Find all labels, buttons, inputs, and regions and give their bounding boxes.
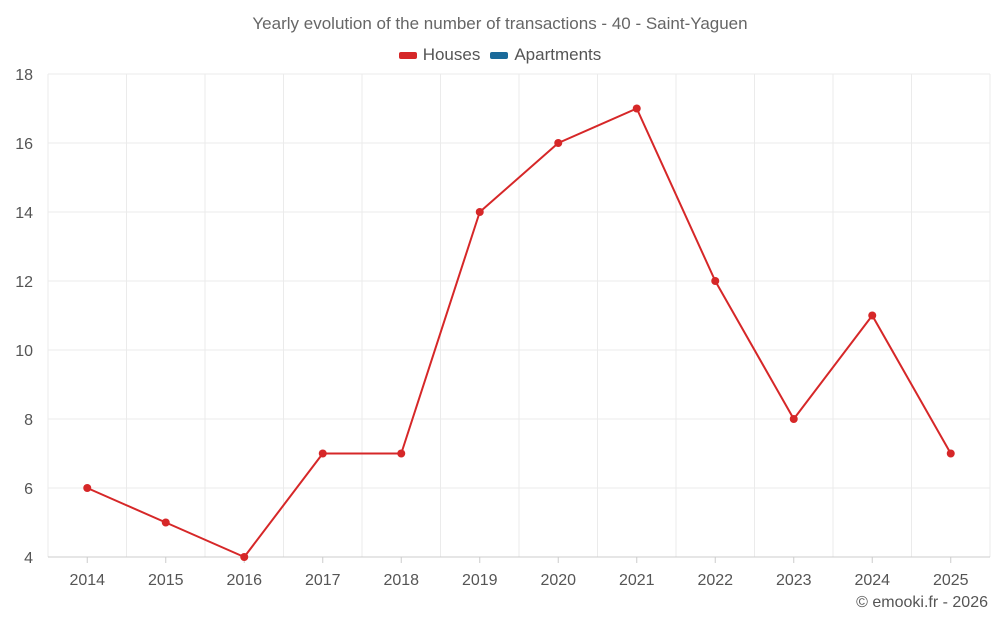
grid [47, 73, 991, 558]
x-tick-label: 2020 [540, 572, 576, 589]
y-tick-label: 8 [24, 412, 33, 429]
legend-swatch-houses [398, 51, 417, 59]
data-point-2025 [946, 449, 955, 458]
data-point-2023 [789, 415, 798, 423]
legend-label-houses: Houses [422, 45, 481, 64]
watermark: © emooki.fr - 2026 [856, 594, 988, 611]
legend: Houses Apartments [0, 45, 1000, 65]
axes: 4 6 8 10 12 14 16 18 2014 2015 2016 2017 2018 2019 202… [15, 67, 990, 589]
data-point-2015 [161, 518, 170, 527]
data-point-2020 [554, 139, 563, 147]
data-point-2022 [711, 277, 720, 285]
data-point-2021 [632, 104, 641, 113]
series-houses [83, 104, 955, 561]
x-tick-label: 2014 [69, 572, 105, 589]
x-tick-label: 2016 [226, 572, 262, 589]
y-tick-label: 10 [15, 343, 33, 360]
legend-item-houses[interactable]: Houses [398, 45, 481, 65]
data-point-2019 [475, 208, 484, 216]
x-tick-label: 2025 [933, 572, 969, 589]
x-tick-label: 2019 [462, 572, 498, 589]
y-tick-label: 14 [15, 205, 33, 222]
y-tick-label: 4 [24, 550, 33, 567]
legend-label-apartments: Apartments [514, 45, 602, 64]
data-point-2016 [240, 553, 249, 561]
x-tick-label: 2021 [619, 572, 655, 589]
x-tick-label: 2024 [854, 572, 890, 589]
series-line-houses [86, 107, 952, 558]
x-tick-label: 2022 [697, 572, 733, 589]
legend-item-apartments[interactable]: Apartments [490, 45, 601, 65]
data-point-2024 [868, 311, 877, 320]
x-tick-label: 2018 [383, 572, 419, 589]
data-point-2018 [397, 449, 406, 458]
y-tick-label: 16 [15, 136, 33, 153]
y-tick-label: 12 [15, 274, 33, 291]
x-tick-label: 2023 [776, 572, 812, 589]
data-point-2017 [318, 449, 327, 458]
legend-swatch-apartments [490, 51, 509, 59]
y-tick-label: 6 [24, 481, 33, 498]
y-tick-label: 18 [15, 67, 33, 84]
x-tick-label: 2015 [148, 572, 184, 589]
data-point-2014 [83, 484, 92, 492]
x-tick-label: 2017 [305, 572, 341, 589]
chart-title: Yearly evolution of the number of transa… [252, 14, 748, 33]
